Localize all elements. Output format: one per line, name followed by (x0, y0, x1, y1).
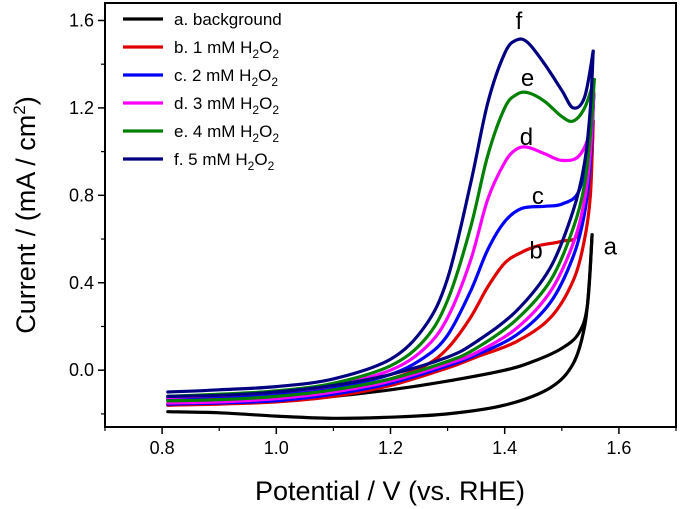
legend-item-a: a. background (123, 10, 282, 29)
legend-item-e: e. 4 mM H2O2 (123, 122, 279, 145)
legend-item-c: c. 2 mM H2O2 (123, 66, 278, 89)
curve-label-e: e (521, 65, 534, 92)
legend-label: b. 1 mM H2O2 (174, 38, 279, 61)
legend-item-d: d. 3 mM H2O2 (123, 94, 279, 117)
y-tick-label: 0.8 (69, 185, 94, 205)
axis-ticks: 0.8 1.0 1.2 1.4 1.6 0.0 0.4 0.8 1.2 1.6 (69, 10, 677, 458)
series-f (166, 37, 595, 398)
x-tick-label: 1.0 (264, 438, 289, 458)
x-tick-label: 0.8 (150, 438, 175, 458)
series-e-reverse-line (166, 77, 596, 403)
curve-label-d: d (520, 124, 533, 151)
x-tick-label: 1.4 (492, 438, 517, 458)
series-f-forward-line (166, 37, 595, 394)
legend-label: e. 4 mM H2O2 (174, 122, 279, 145)
curve-label-b: b (529, 238, 542, 265)
legend-item-b: b. 1 mM H2O2 (123, 38, 279, 61)
curve-label-a: a (604, 233, 618, 260)
series-f-reverse-line (166, 49, 595, 398)
y-tick-label: 1.2 (69, 98, 94, 118)
plot-curves (166, 37, 596, 420)
series-c (166, 93, 596, 406)
series-d-reverse-line (166, 91, 596, 405)
y-axis-title-end: ) (11, 96, 41, 105)
legend: a. background b. 1 mM H2O2 c. 2 mM H2O2 d. … (123, 10, 282, 173)
legend-label: a. background (174, 10, 282, 29)
y-tick-label: 0.0 (69, 360, 94, 380)
y-axis-title-sup: 2 (10, 105, 29, 114)
legend-item-f: f. 5 mM H2O2 (123, 150, 275, 173)
x-tick-label: 1.6 (606, 438, 631, 458)
legend-label: f. 5 mM H2O2 (174, 150, 275, 173)
curve-label-f: f (516, 8, 523, 35)
series-c-forward-line (166, 93, 596, 401)
curve-label-c: c (532, 183, 544, 210)
curve-labels: a b c d e f (516, 8, 618, 264)
y-axis-title-base: Current / (mA / cm (11, 115, 41, 334)
y-tick-label: 0.4 (69, 273, 94, 293)
y-tick-label: 1.6 (69, 10, 94, 30)
series-c-reverse-line (166, 93, 596, 406)
x-axis-title: Potential / V (vs. RHE) (255, 476, 525, 506)
y-axis-title: Current / (mA / cm2) (10, 96, 41, 334)
x-tick-label: 1.2 (378, 438, 403, 458)
legend-label: d. 3 mM H2O2 (174, 94, 279, 117)
legend-label: c. 2 mM H2O2 (174, 66, 278, 89)
